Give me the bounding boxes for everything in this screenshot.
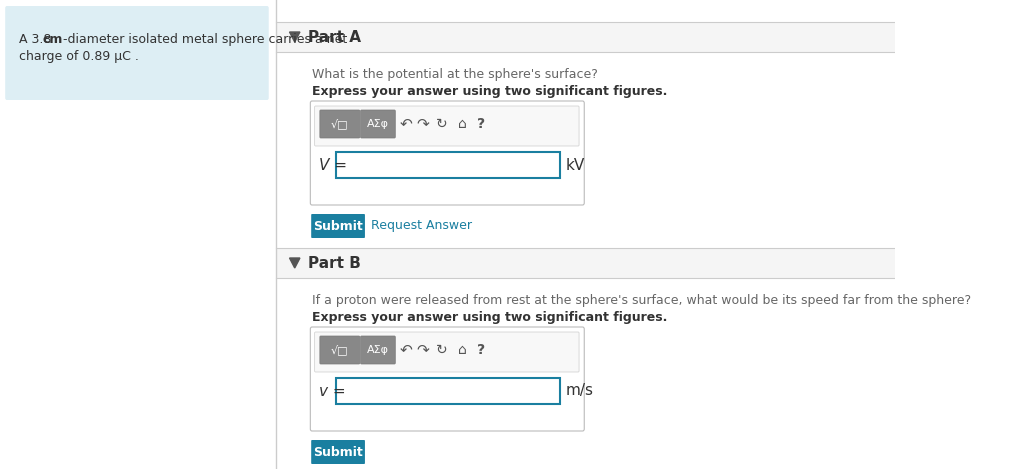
FancyBboxPatch shape	[311, 440, 365, 464]
Text: If a proton were released from rest at the sphere's surface, what would be its s: If a proton were released from rest at t…	[312, 294, 971, 307]
Text: charge of 0.89 μC .: charge of 0.89 μC .	[19, 50, 139, 63]
Text: V =: V =	[319, 158, 347, 173]
FancyBboxPatch shape	[337, 152, 560, 178]
FancyBboxPatch shape	[361, 336, 396, 364]
Text: ?: ?	[477, 343, 486, 357]
FancyBboxPatch shape	[361, 110, 396, 138]
Text: ↷: ↷	[416, 116, 430, 131]
Polygon shape	[289, 258, 300, 268]
Text: v =: v =	[319, 384, 346, 399]
Text: ?: ?	[477, 117, 486, 131]
Text: What is the potential at the sphere's surface?: What is the potential at the sphere's su…	[312, 68, 598, 81]
Text: Express your answer using two significant figures.: Express your answer using two significan…	[312, 311, 667, 324]
Text: cm: cm	[42, 33, 63, 46]
FancyBboxPatch shape	[315, 106, 580, 146]
Text: ↶: ↶	[400, 342, 412, 357]
FancyBboxPatch shape	[276, 52, 896, 262]
FancyBboxPatch shape	[276, 248, 896, 278]
Polygon shape	[289, 32, 300, 42]
FancyBboxPatch shape	[311, 214, 365, 238]
Text: ⌂: ⌂	[458, 117, 467, 131]
Text: √□: √□	[331, 119, 348, 129]
Text: ↻: ↻	[436, 117, 448, 131]
FancyBboxPatch shape	[320, 336, 359, 364]
FancyBboxPatch shape	[276, 278, 896, 469]
Text: A 3.8: A 3.8	[19, 33, 56, 46]
FancyBboxPatch shape	[5, 6, 269, 100]
FancyBboxPatch shape	[315, 332, 580, 372]
FancyBboxPatch shape	[276, 22, 896, 52]
Text: m/s: m/s	[566, 384, 594, 399]
Text: Part A: Part A	[308, 30, 361, 45]
Text: Express your answer using two significant figures.: Express your answer using two significan…	[312, 85, 667, 98]
Text: kV: kV	[566, 158, 586, 173]
Text: ↷: ↷	[416, 342, 430, 357]
Text: √□: √□	[331, 345, 348, 356]
Text: Part B: Part B	[308, 256, 361, 271]
Text: -diameter isolated metal sphere carries a net: -diameter isolated metal sphere carries …	[59, 33, 347, 46]
Text: ⌂: ⌂	[458, 343, 467, 357]
Text: ↻: ↻	[436, 343, 448, 357]
Text: Submit: Submit	[313, 446, 363, 459]
FancyBboxPatch shape	[337, 378, 560, 404]
FancyBboxPatch shape	[320, 110, 359, 138]
Text: ΑΣφ: ΑΣφ	[367, 345, 389, 355]
Text: ↶: ↶	[400, 116, 412, 131]
Text: Request Answer: Request Answer	[371, 219, 472, 233]
Text: Submit: Submit	[313, 219, 363, 233]
Text: ΑΣφ: ΑΣφ	[367, 119, 389, 129]
